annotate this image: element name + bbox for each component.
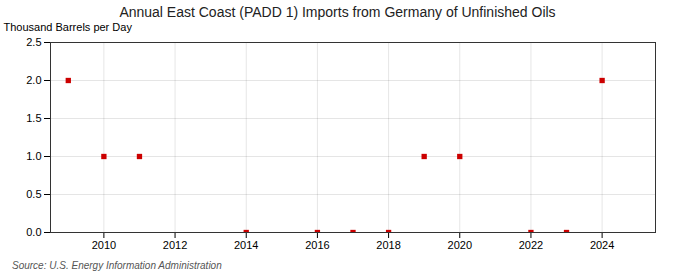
svg-text:2022: 2022 xyxy=(519,239,543,251)
html-text:Annual East Coast (PADD 1) Imp: Annual East Coast (PADD 1) Imports from … xyxy=(119,4,556,20)
svg-text:2014: 2014 xyxy=(234,239,258,251)
svg-text:2020: 2020 xyxy=(448,239,472,251)
html-text:Source: U.S. Energy Informatio: Source: U.S. Energy Information Administ… xyxy=(12,260,222,271)
svg-text:Thousand Barrels per Day: Thousand Barrels per Day xyxy=(4,21,133,33)
svg-text:0.0: 0.0 xyxy=(26,226,41,238)
svg-text:1.0: 1.0 xyxy=(26,150,41,162)
svg-text:2018: 2018 xyxy=(376,239,400,251)
svg-text:2016: 2016 xyxy=(305,239,329,251)
svg-text:2024: 2024 xyxy=(590,239,614,251)
svg-text:0.5: 0.5 xyxy=(26,188,41,200)
svg-text:2012: 2012 xyxy=(163,239,187,251)
svg-text:1.5: 1.5 xyxy=(26,112,41,124)
svg-text:2010: 2010 xyxy=(92,239,116,251)
svg-text:2.0: 2.0 xyxy=(26,74,41,86)
svg-text:2.5: 2.5 xyxy=(26,36,41,48)
